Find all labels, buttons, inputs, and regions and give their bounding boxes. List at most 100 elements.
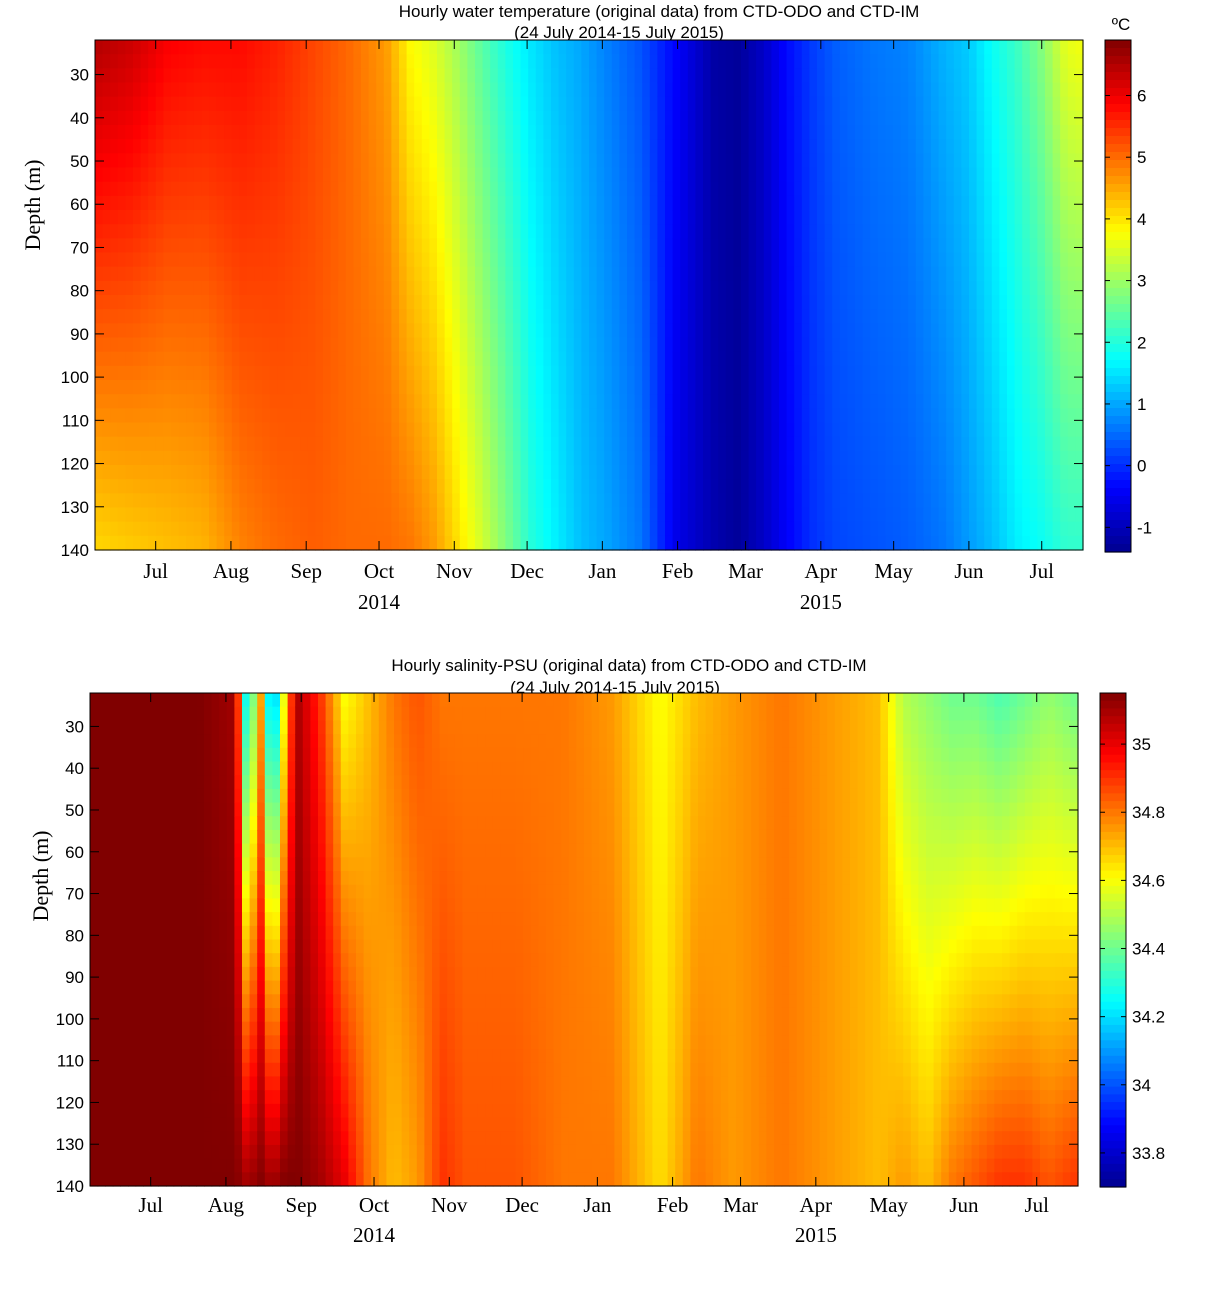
colorbar-segment (1105, 328, 1131, 337)
heatmap-cell (839, 139, 848, 154)
heatmap-cell (292, 295, 301, 310)
heatmap-cell (110, 195, 119, 211)
heatmap-cell (1007, 181, 1016, 197)
heatmap-cell (741, 394, 750, 409)
heatmap-cell (102, 436, 111, 452)
heatmap-cell (551, 436, 560, 452)
heatmap-cell (224, 139, 233, 154)
heatmap-cell (794, 365, 803, 381)
heatmap-cell (231, 436, 240, 452)
heatmap-cell (543, 422, 552, 438)
heatmap-cell (1045, 110, 1054, 126)
heatmap-cell (642, 68, 651, 84)
heatmap-cell (725, 535, 734, 551)
heatmap-cell (687, 450, 696, 466)
heatmap-cell (292, 68, 301, 84)
heatmap-cell (497, 337, 506, 353)
heatmap-cell (528, 54, 537, 69)
heatmap-cell (97, 994, 106, 1009)
heatmap-cell (155, 224, 164, 239)
heatmap-cell (923, 266, 932, 282)
heatmap-cell (938, 507, 947, 523)
heatmap-cell (801, 323, 810, 339)
heatmap-cell (771, 167, 780, 183)
heatmap-cell (665, 422, 674, 438)
heatmap-cell (490, 82, 499, 98)
heatmap-cell (117, 450, 126, 466)
heatmap-cell (558, 266, 567, 282)
heatmap-cell (105, 1090, 114, 1105)
heatmap-cell (543, 153, 552, 169)
heatmap-cell (1052, 337, 1061, 353)
heatmap-cell (1045, 408, 1054, 424)
heatmap-cell (178, 167, 187, 183)
heatmap-cell (262, 68, 271, 84)
heatmap-cell (1037, 96, 1046, 112)
heatmap-cell (307, 266, 316, 282)
heatmap-cell (900, 224, 909, 239)
heatmap-cell (399, 337, 408, 353)
heatmap-cell (923, 295, 932, 310)
heatmap-cell (931, 436, 940, 452)
heatmap-cell (946, 167, 955, 183)
heatmap-cell (330, 323, 339, 339)
heatmap-cell (725, 40, 734, 55)
heatmap-cell (497, 295, 506, 310)
heatmap-cell (627, 309, 636, 324)
heatmap-cell (642, 181, 651, 197)
heatmap-cell (725, 110, 734, 126)
heatmap-cell (231, 479, 240, 494)
heatmap-cell (543, 238, 552, 254)
temperature-x-axis: Jul Aug Sep Oct Nov Dec Jan Feb Mar Apr May Jun Jul2… (143, 40, 1054, 614)
heatmap-cell (1060, 82, 1069, 98)
heatmap-cell (323, 351, 332, 367)
heatmap-cell (429, 479, 438, 494)
heatmap-cell (1037, 422, 1046, 438)
heatmap-cell (429, 195, 438, 211)
heatmap-cell (969, 139, 978, 154)
heatmap-cell (201, 266, 210, 282)
heatmap-cell (817, 195, 826, 211)
heatmap-cell (262, 139, 271, 154)
heatmap-cell (338, 82, 347, 98)
heatmap-cell (209, 153, 218, 169)
heatmap-cell (95, 394, 104, 409)
heatmap-cell (642, 380, 651, 395)
heatmap-cell (117, 210, 126, 225)
heatmap-cell (657, 493, 666, 509)
heatmap-cell (1029, 252, 1038, 268)
heatmap-cell (649, 295, 658, 310)
heatmap-cell (862, 238, 871, 254)
heatmap-cell (155, 210, 164, 225)
heatmap-cell (786, 394, 795, 409)
heatmap-cell (262, 479, 271, 494)
heatmap-cell (771, 521, 780, 537)
heatmap-cell (870, 153, 879, 169)
heatmap-cell (171, 394, 180, 409)
heatmap-cell (794, 408, 803, 424)
heatmap-cell (1014, 139, 1023, 154)
heatmap-cell (429, 521, 438, 537)
heatmap-cell (756, 224, 765, 239)
heatmap-cell (953, 450, 962, 466)
heatmap-cell (748, 210, 757, 225)
heatmap-cell (672, 408, 681, 424)
heatmap-cell (634, 295, 643, 310)
heatmap-cell (262, 167, 271, 183)
heatmap-cell (406, 238, 415, 254)
heatmap-cell (406, 252, 415, 268)
heatmap-cell (1037, 210, 1046, 225)
heatmap-cell (809, 436, 818, 452)
heatmap-cell (900, 195, 909, 211)
heatmap-cell (794, 309, 803, 324)
heatmap-cell (741, 153, 750, 169)
heatmap-cell (421, 380, 430, 395)
heatmap-cell (148, 181, 157, 197)
heatmap-cell (672, 465, 681, 480)
heatmap-cell (300, 465, 309, 480)
heatmap-cell (839, 351, 848, 367)
heatmap-cell (209, 408, 218, 424)
heatmap-cell (771, 507, 780, 523)
heatmap-cell (657, 465, 666, 480)
heatmap-cell (330, 252, 339, 268)
